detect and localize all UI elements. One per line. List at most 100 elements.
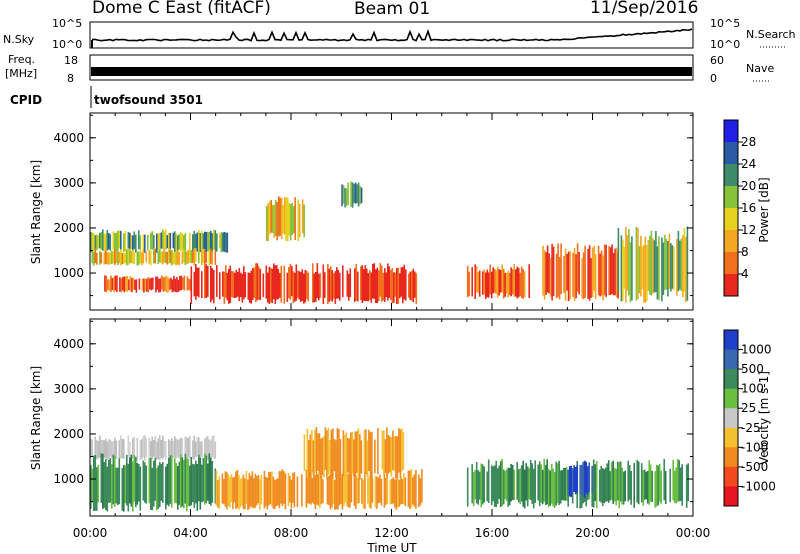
data-cell <box>165 466 167 510</box>
data-cell <box>268 266 271 304</box>
data-cell <box>100 232 103 250</box>
data-cell <box>109 252 112 265</box>
data-cell <box>252 268 254 300</box>
colorbar-segment <box>724 142 738 165</box>
cpid-row: CPID twofsound 3501 <box>10 86 203 108</box>
data-cell <box>549 258 552 297</box>
data-cell <box>319 472 321 508</box>
data-cell <box>360 187 363 204</box>
data-cell <box>202 249 205 263</box>
data-cell <box>594 464 596 502</box>
data-cell <box>401 428 403 472</box>
data-cell <box>347 438 349 473</box>
data-cell <box>168 233 170 250</box>
data-cell <box>106 252 109 265</box>
data-cell <box>123 276 126 293</box>
data-cell <box>109 439 112 457</box>
data-cell <box>121 252 124 265</box>
data-cell <box>178 252 181 266</box>
data-cell <box>135 456 137 508</box>
data-cell <box>303 273 305 304</box>
data-cell <box>305 469 308 508</box>
data-cell <box>660 470 662 504</box>
y-tick-label: 4000 <box>53 337 84 351</box>
data-cell <box>175 463 178 504</box>
data-cell <box>656 246 659 300</box>
data-cell <box>344 434 346 479</box>
data-cell <box>662 242 665 295</box>
data-cell <box>182 277 184 290</box>
data-cell <box>284 473 287 510</box>
data-cell <box>217 480 219 508</box>
data-cell <box>344 188 346 208</box>
data-cell <box>357 271 359 302</box>
data-cell <box>214 468 217 504</box>
data-cell <box>230 474 233 503</box>
data-cell <box>534 460 536 503</box>
data-cell <box>113 276 115 293</box>
data-cell <box>201 249 203 266</box>
data-cell <box>389 479 392 505</box>
data-cell <box>141 278 144 291</box>
data-cell <box>96 467 98 511</box>
data-cell <box>323 435 325 478</box>
data-cell <box>514 269 517 297</box>
data-cell <box>94 235 97 251</box>
data-cell <box>103 440 106 459</box>
data-cell <box>383 430 385 475</box>
data-cell <box>356 477 359 504</box>
y-tick-label: 3000 <box>53 382 84 396</box>
data-cell <box>160 464 163 501</box>
data-cell <box>402 432 405 470</box>
data-cell <box>528 468 530 500</box>
data-cell <box>312 263 314 303</box>
data-cell <box>177 250 179 265</box>
data-cell <box>283 265 286 304</box>
data-cell <box>216 265 218 297</box>
power-y-axis: 1000 2000 3000 4000 <box>53 114 693 297</box>
data-cell <box>347 182 349 206</box>
data-cell <box>245 471 248 505</box>
data-cell <box>190 266 193 304</box>
data-cell <box>502 469 505 505</box>
data-cell <box>105 250 107 264</box>
data-cell <box>122 276 124 291</box>
data-cell <box>224 471 227 507</box>
data-cell <box>303 204 305 238</box>
cpid-label: CPID <box>10 93 42 107</box>
velocity-data-layer <box>90 426 689 512</box>
data-cell <box>236 470 239 508</box>
data-cell <box>213 270 215 304</box>
data-cell <box>564 248 567 301</box>
data-cell <box>495 460 497 507</box>
data-cell <box>177 466 179 510</box>
data-cell <box>192 440 194 459</box>
data-cell <box>370 272 373 303</box>
data-cell <box>219 233 221 249</box>
data-cell <box>133 252 136 265</box>
data-cell <box>614 248 616 296</box>
colorbar-segment <box>724 330 738 351</box>
data-cell <box>483 269 485 295</box>
data-cell <box>117 467 119 506</box>
data-cell <box>359 186 361 205</box>
data-cell <box>133 455 136 502</box>
data-cell <box>142 435 145 458</box>
data-cell <box>348 274 350 301</box>
data-cell <box>522 269 524 299</box>
data-cell <box>297 199 299 241</box>
data-cell <box>298 271 301 300</box>
data-cell <box>357 182 360 207</box>
data-cell <box>397 478 399 508</box>
data-cell <box>385 272 388 298</box>
nave-tick-max: 60 <box>710 54 724 67</box>
data-cell <box>196 464 199 511</box>
data-cell <box>211 461 214 503</box>
data-cell <box>550 463 553 504</box>
data-cell <box>132 438 134 459</box>
data-cell <box>189 279 192 291</box>
data-cell <box>364 472 366 509</box>
colorbar-tick-label: 24 <box>741 157 756 171</box>
power-y-axis-label: Slant Range [km] <box>29 160 43 264</box>
data-cell <box>221 473 224 504</box>
